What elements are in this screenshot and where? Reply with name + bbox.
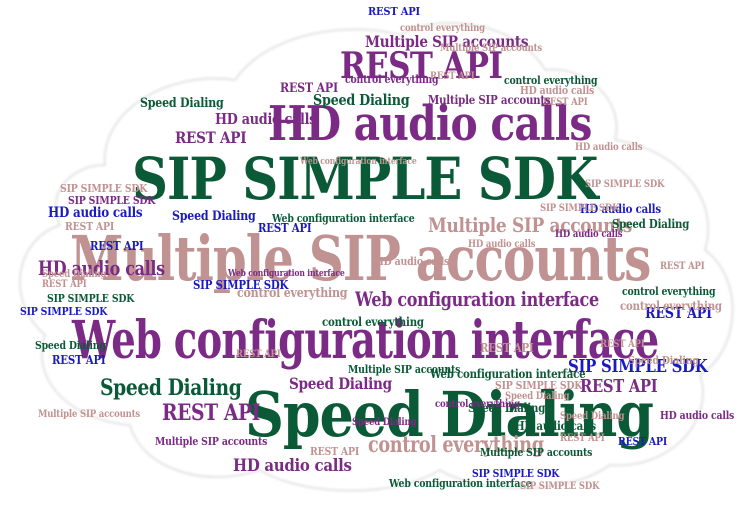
word-speed-small-4: Speed Dialing bbox=[505, 391, 570, 402]
word-hd-small-3: HD audio calls bbox=[575, 142, 643, 153]
word-sdk-blue-4: SIP SIMPLE SDK bbox=[472, 467, 560, 480]
word-sdk-small-3: SIP SIMPLE SDK bbox=[540, 203, 620, 214]
word-sdk-blue: SIP SIMPLE SDK bbox=[568, 356, 708, 377]
word-rest-small-4: REST API bbox=[310, 445, 360, 458]
word-hd-blue-2: HD audio calls bbox=[580, 202, 661, 216]
word-speed-huge: Speed Dialing bbox=[245, 378, 654, 451]
word-speed-small-2: Speed Dialing bbox=[42, 269, 107, 280]
word-control-small: control everything bbox=[620, 299, 722, 313]
word-control-green-2: control everything bbox=[622, 285, 716, 298]
word-web-green-2: Web configuration interface bbox=[430, 367, 586, 381]
word-rest-small-7: REST API bbox=[480, 341, 534, 355]
word-web-huge: Web configuration interface bbox=[72, 310, 659, 371]
word-accounts-med-2: Multiple SIP accounts bbox=[428, 213, 633, 237]
word-hd-large: HD audio calls bbox=[268, 96, 592, 152]
word-accounts-green-2: Multiple SIP accounts bbox=[348, 363, 461, 376]
word-speed-med-3: Speed Dialing bbox=[313, 91, 410, 109]
word-sdk-purple-small: SIP SIMPLE SDK bbox=[68, 194, 156, 207]
word-hd-med-3: HD audio calls bbox=[215, 110, 317, 128]
word-hd-med: HD audio calls bbox=[38, 256, 165, 280]
word-control-med: control everything bbox=[368, 432, 544, 458]
word-control-purple-small: control everything bbox=[345, 73, 439, 86]
word-rest-blue-2: REST API bbox=[368, 5, 420, 18]
word-rest-small-5: REST API bbox=[560, 433, 605, 444]
word-rest-small-2: REST API bbox=[42, 279, 87, 290]
word-speed-small: Speed Dialing bbox=[628, 354, 699, 367]
word-rest-med: REST API bbox=[162, 400, 261, 426]
word-web-small: Web configuration interface bbox=[300, 157, 417, 167]
word-speed-green-5: Speed Dialing bbox=[35, 339, 106, 352]
word-accounts-purple-small: Multiple SIP accounts bbox=[428, 93, 551, 107]
word-speed-med-2: Speed Dialing bbox=[289, 374, 392, 393]
word-rest-small-6: REST API bbox=[600, 339, 645, 350]
word-rest-small-10: REST API bbox=[660, 261, 705, 272]
word-sdk-blue-2: SIP SIMPLE SDK bbox=[20, 305, 108, 318]
word-control-green: control everything bbox=[322, 315, 424, 329]
word-web-green: Web configuration interface bbox=[272, 212, 415, 225]
word-speed-blue: Speed Dialing bbox=[172, 209, 256, 224]
word-control-purple-small-2: control everything bbox=[435, 399, 520, 410]
word-hd-green: HD audio calls bbox=[515, 419, 596, 433]
word-rest-blue: REST API bbox=[645, 304, 712, 322]
word-rest-blue-3: REST API bbox=[90, 239, 144, 253]
word-accounts-small-2: Multiple SIP accounts bbox=[440, 43, 543, 54]
word-rest-med-3: REST API bbox=[175, 128, 247, 147]
word-speed-purple-small: Speed Dialing bbox=[352, 417, 417, 428]
word-hd-small: HD audio calls bbox=[375, 255, 450, 268]
word-control-med-2: control everything bbox=[237, 286, 348, 301]
word-sdk-small-5: SIP SIMPLE SDK bbox=[520, 481, 600, 492]
word-rest-blue-6: REST API bbox=[52, 353, 106, 367]
word-control-small-2: control everything bbox=[400, 23, 485, 34]
word-sdk-huge: SIP SIMPLE SDK bbox=[132, 145, 598, 213]
word-rest-small-9: REST API bbox=[430, 71, 475, 82]
word-speed-green-4: Speed Dialing bbox=[468, 401, 546, 415]
word-sdk-small-2: SIP SIMPLE SDK bbox=[585, 179, 665, 190]
word-web-green-3: Web configuration interface bbox=[389, 477, 532, 490]
word-sdk-small: SIP SIMPLE SDK bbox=[60, 182, 148, 195]
word-hd-purple-small: HD audio calls bbox=[660, 409, 735, 422]
word-hd-blue: HD audio calls bbox=[48, 205, 143, 221]
word-rest-small-8: REST API bbox=[543, 97, 588, 108]
word-sdk-blue-3: SIP SIMPLE SDK bbox=[193, 278, 289, 292]
word-speed-green-2: Speed Dialing bbox=[140, 96, 224, 111]
word-hd-small-4: HD audio calls bbox=[468, 239, 536, 250]
word-rest-med-4: REST API bbox=[280, 81, 338, 96]
word-control-green-3: control everything bbox=[504, 74, 598, 87]
word-speed-green-3: Speed Dialing bbox=[612, 217, 690, 231]
word-sdk-small-4: SIP SIMPLE SDK bbox=[495, 379, 583, 392]
word-hd-med-2: HD audio calls bbox=[233, 456, 352, 476]
word-rest-med-2: REST API bbox=[580, 376, 658, 397]
word-rest-blue-4: REST API bbox=[258, 221, 312, 235]
word-hd-purple-small-2: HD audio calls bbox=[555, 229, 623, 240]
word-accounts-med: Multiple SIP accounts bbox=[365, 32, 529, 51]
word-web-med: Web configuration interface bbox=[355, 287, 599, 311]
word-speed-small-3: Speed Dialing bbox=[560, 411, 625, 422]
word-rest-large: REST API bbox=[340, 45, 503, 87]
word-hd-small-2: HD audio calls bbox=[520, 84, 595, 97]
word-accounts-green: Multiple SIP accounts bbox=[480, 446, 593, 459]
word-accounts-purple-small-2: Multiple SIP accounts bbox=[155, 435, 268, 448]
word-sdk-green-2: SIP SIMPLE SDK bbox=[47, 292, 135, 305]
word-accounts-small: Multiple SIP accounts bbox=[38, 409, 141, 420]
word-rest-small-3: REST API bbox=[236, 349, 281, 360]
word-web-purple-small: Web configuration interface bbox=[228, 269, 345, 279]
word-rest-small: REST API bbox=[65, 220, 115, 233]
word-rest-blue-5: REST API bbox=[618, 435, 668, 448]
word-speed-med: Speed Dialing bbox=[100, 375, 242, 401]
word-accounts-huge: Multiple SIP accounts bbox=[70, 222, 651, 295]
